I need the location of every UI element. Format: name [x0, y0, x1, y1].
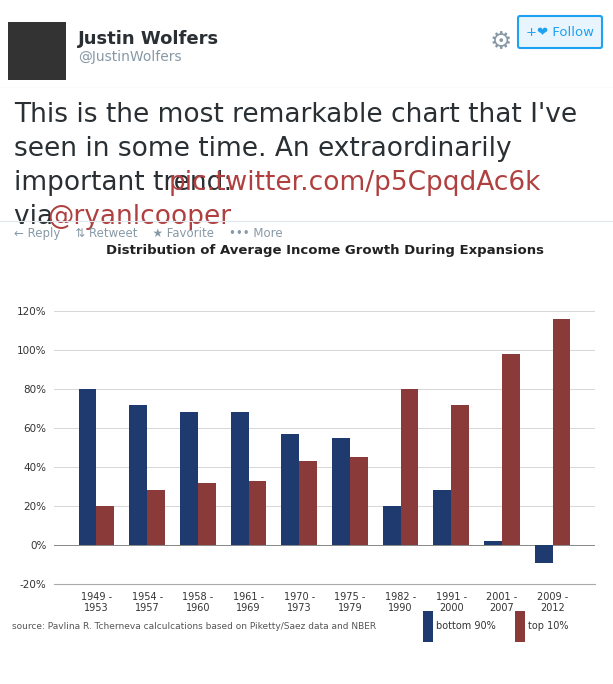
Bar	[230, 412, 248, 545]
Text: ← Reply    ⇅ Retweet    ★ Favorite    ••• More: ← Reply ⇅ Retweet ★ Favorite ••• More	[14, 226, 283, 239]
Text: bottom 90%: bottom 90%	[436, 622, 496, 631]
Bar	[96, 506, 114, 545]
Bar	[198, 483, 216, 545]
Bar	[515, 611, 525, 642]
Bar	[552, 319, 570, 545]
Bar	[281, 434, 299, 545]
Bar	[78, 389, 96, 545]
Text: ⚙: ⚙	[490, 30, 512, 54]
Text: source: Pavlina R. Tcherneva calculcations based on Piketty/Saez data and NBER: source: Pavlina R. Tcherneva calculcatio…	[12, 622, 376, 631]
Bar	[484, 541, 502, 545]
Text: pic.twitter.com/p5CpqdAc6k: pic.twitter.com/p5CpqdAc6k	[169, 170, 541, 196]
Bar	[248, 481, 266, 545]
Text: Justin Wolfers: Justin Wolfers	[78, 30, 219, 48]
Bar	[502, 354, 520, 545]
Text: via: via	[14, 204, 61, 230]
Bar	[423, 611, 433, 642]
Text: This is the most remarkable chart that I've: This is the most remarkable chart that I…	[14, 102, 577, 128]
Bar	[180, 412, 198, 545]
Bar	[147, 490, 165, 545]
Text: @ryanlcooper: @ryanlcooper	[47, 204, 231, 230]
Text: @JustinWolfers: @JustinWolfers	[78, 50, 181, 64]
Bar	[451, 405, 469, 545]
Bar	[350, 457, 368, 545]
Bar	[383, 506, 400, 545]
Text: seen in some time. An extraordinarily: seen in some time. An extraordinarily	[14, 136, 512, 162]
Bar	[299, 461, 317, 545]
FancyBboxPatch shape	[518, 16, 602, 48]
Bar	[129, 405, 147, 545]
Bar	[535, 545, 552, 562]
Text: important trend:: important trend:	[14, 170, 241, 196]
Text: +❤ Follow: +❤ Follow	[526, 25, 594, 38]
Bar	[332, 438, 350, 545]
Text: top 10%: top 10%	[528, 622, 568, 631]
Bar	[8, 22, 66, 80]
Bar	[400, 389, 418, 545]
Bar	[433, 490, 451, 545]
Title: Distribution of Average Income Growth During Expansions: Distribution of Average Income Growth Du…	[105, 244, 544, 256]
